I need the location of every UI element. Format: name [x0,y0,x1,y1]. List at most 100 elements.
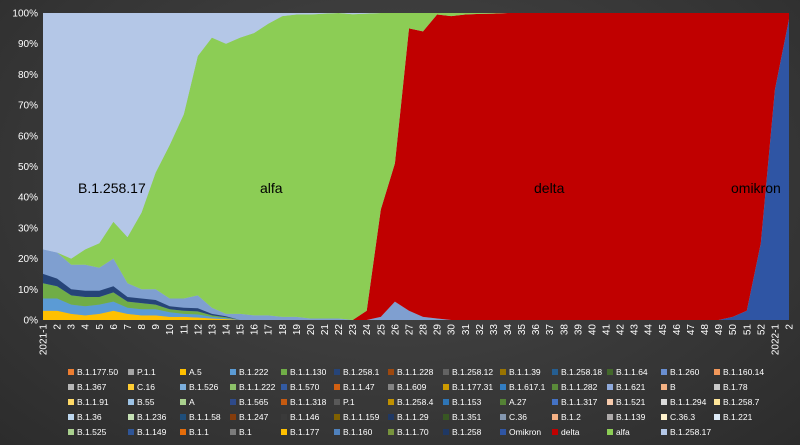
legend-swatch [607,399,613,405]
legend-swatch [68,369,74,375]
legend-swatch [388,399,394,405]
y-tick-label: 10% [18,285,38,296]
x-tick-label: 4 [81,324,92,330]
x-tick-label: 5 [95,324,106,330]
legend-label: B.1.1.64 [616,367,648,377]
legend-swatch [552,414,558,420]
legend-label: B.1.351 [452,412,482,422]
legend-label: B.1.177.31 [452,382,493,392]
legend-swatch [607,429,613,435]
legend-label: B.1.260 [670,367,700,377]
minor-lineage-band-1 [43,298,255,320]
y-tick-label: 80% [18,70,38,81]
x-tick-label: 7 [123,324,134,330]
legend-label: B.1.258.18 [561,367,602,377]
x-tick-label: 6 [109,324,120,330]
legend-swatch [128,399,134,405]
legend-swatch [443,369,449,375]
legend-label: B.1.247 [239,412,269,422]
y-tick-label: 70% [18,101,38,112]
legend-label: B.1.1.70 [397,427,429,437]
x-tick-label: 43 [630,324,641,336]
legend-swatch [552,384,558,390]
legend-swatch [714,414,720,420]
legend-label: Omikron [509,427,541,437]
x-tick-label: 8 [137,324,148,330]
x-tick-label: 13 [207,324,218,336]
x-tick-label: 15 [236,324,247,336]
x-tick-label: 32 [475,324,486,336]
legend-label: delta [561,427,580,437]
series-area-4 [43,13,789,259]
legend-swatch [334,384,340,390]
y-tick-label: 30% [18,223,38,234]
x-tick-label: 33 [489,324,500,336]
x-tick-label: 31 [461,324,472,336]
legend-swatch [607,369,613,375]
x-tick-label: 30 [447,324,458,336]
x-tick-label: 24 [362,324,373,336]
legend-swatch [68,384,74,390]
legend-label: B.1.526 [189,382,219,392]
x-tick-label: 21 [320,324,331,336]
annotation-alfa: alfa [260,180,283,196]
y-tick-label: 0% [24,316,39,327]
x-tick-label: 52 [756,324,767,336]
legend-swatch [500,384,506,390]
legend-label: C.16 [137,382,155,392]
legend-label: B.1.1.91 [77,397,109,407]
legend-label: B.1.1.39 [509,367,541,377]
legend-swatch [661,399,667,405]
legend-swatch [500,429,506,435]
minor-lineage-band-3 [43,273,255,320]
legend-swatch [128,414,134,420]
legend-swatch [443,399,449,405]
legend-label: B.1.617.1 [509,382,546,392]
legend-label: B.1.1.222 [239,382,276,392]
legend-swatch [128,429,134,435]
annotation-delta: delta [534,180,565,196]
legend-swatch [607,384,613,390]
annotation-omikron: omikron [731,180,781,196]
legend-label: B.1.367 [77,382,107,392]
series-area-3 [43,13,789,320]
legend-label: B.1.222 [239,367,269,377]
legend-label: B.1.1.317 [561,397,598,407]
legend-label: B.1.525 [77,427,107,437]
legend-swatch [661,414,667,420]
legend-label: B.1.149 [137,427,167,437]
legend-label: B.1.1.228 [397,367,434,377]
x-tick-label: 46 [672,324,683,336]
legend-swatch [281,414,287,420]
x-tick-label: 22 [334,324,345,336]
series-area-2 [43,13,789,320]
legend-swatch [180,414,186,420]
x-tick-label: 2 [785,324,796,330]
legend-swatch [180,369,186,375]
legend-swatch [443,384,449,390]
legend-label: A.27 [509,397,527,407]
legend-label: B.1.153 [452,397,482,407]
legend-label: P.1 [343,397,355,407]
x-tick-label: 35 [517,324,528,336]
legend-label: B.1.1.159 [343,412,380,422]
y-tick-label: 50% [18,162,38,173]
x-tick-label: 16 [250,324,261,336]
legend-swatch [661,369,667,375]
legend-label: A.5 [189,367,202,377]
legend-label: B.55 [137,397,155,407]
y-tick-label: 40% [18,193,38,204]
legend-label: B.1.1.282 [561,382,598,392]
legend-label: B.1.139 [616,412,646,422]
legend-swatch [388,369,394,375]
x-tick-label: 39 [573,324,584,336]
y-tick-label: 100% [12,9,38,20]
legend-label: B.1.258.17 [670,427,711,437]
legend-label: B.1.78 [723,382,748,392]
minor-lineage-band-2 [43,283,255,320]
legend-label: B.1.2 [561,412,581,422]
legend-swatch [68,399,74,405]
legend-label: B.1.160.14 [723,367,764,377]
